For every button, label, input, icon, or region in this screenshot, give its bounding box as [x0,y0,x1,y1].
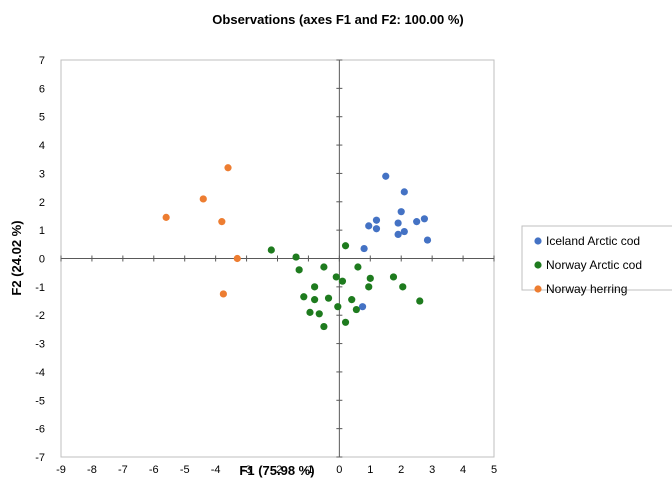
data-point [311,283,319,291]
data-point [341,318,350,326]
data-point [233,254,241,263]
x-tick-label: -5 [180,464,190,476]
y-tick-label: 2 [39,197,45,209]
x-tick-label: -8 [87,464,97,476]
data-point [365,222,373,230]
data-point [360,244,368,253]
data-point [423,236,432,244]
y-tick-label: -6 [35,424,45,436]
x-axis-label: F1 (75.98 %) [239,463,314,478]
legend-box [521,225,672,291]
data-point [394,230,402,238]
y-tick-label: 1 [39,225,45,237]
data-point [372,216,381,224]
y-tick-label: 7 [39,55,45,67]
y-axis-ticks: -7 -6 -5 -4 -3 -2 -1 0 1 2 3 4 5 6 7 [35,55,343,464]
x-axis-ticks: -9 -8 -7 -6 -5 -4 -3 -2 -1 0 1 2 3 4 5 [56,255,497,476]
x-tick-label: 5 [491,464,497,476]
legend-marker [534,261,542,269]
data-point [332,273,340,281]
data-point [389,273,398,281]
y-tick-label: 4 [39,140,45,152]
legend-label: Norway herring [546,282,627,296]
data-point [348,296,356,304]
data-point [365,283,373,291]
data-point [397,208,405,216]
y-tick-label: -4 [35,367,45,379]
data-point [372,225,381,233]
x-tick-label: 0 [336,464,342,476]
data-point [224,164,232,172]
x-tick-label: -3 [242,464,252,476]
legend-label: Norway Arctic cod [546,258,642,272]
x-tick-label: -6 [149,464,159,476]
x-tick-label: -7 [118,464,128,476]
y-tick-label: 3 [39,168,45,180]
data-point [413,218,421,226]
data-point [162,213,170,221]
x-tick-label: 2 [398,464,404,476]
chart-title: Observations (axes F1 and F2: 100.00 %) [212,12,463,27]
data-point [416,297,424,305]
y-axis-label: F2 (24.02 %) [9,220,24,295]
data-point [352,305,360,314]
data-point [399,283,407,291]
y-tick-label: -7 [35,452,45,464]
y-tick-label: 6 [39,83,45,95]
y-tick-label: -2 [35,310,45,322]
legend-marker [534,285,542,293]
data-point [324,294,333,302]
x-tick-label: 4 [460,464,466,476]
y-tick-label: -5 [35,395,45,407]
y-tick-label: 5 [39,112,45,124]
data-point [219,290,227,298]
data-point [334,303,342,311]
x-tick-label: -4 [211,464,221,476]
data-point [394,219,402,227]
data-point [292,253,300,261]
data-points [162,164,432,331]
data-point [315,310,323,318]
legend-label: Iceland Arctic cod [546,234,640,248]
data-point [295,266,303,274]
data-point [267,246,275,254]
data-point [199,195,207,203]
x-tick-label: -2 [273,464,283,476]
data-point [354,263,362,271]
y-tick-label: -3 [35,339,45,351]
x-tick-label: 3 [429,464,435,476]
data-point [338,277,347,285]
data-point [341,242,350,250]
data-point [320,263,328,271]
legend-marker [534,237,542,245]
data-point [320,322,328,331]
y-tick-label: -1 [35,282,45,294]
data-point [400,188,408,196]
data-point [400,227,408,236]
data-point [306,308,314,316]
data-point [311,296,319,304]
data-point [366,274,374,282]
x-tick-label: -9 [56,464,66,476]
data-point [420,215,429,223]
data-point [218,218,226,226]
data-point [358,303,367,311]
y-tick-label: 0 [39,254,45,266]
x-tick-label: -1 [304,464,314,476]
data-point [300,293,308,301]
x-tick-label: 1 [367,464,373,476]
data-point [382,172,390,180]
legend: Iceland Arctic cod Norway Arctic cod Norwa… [521,225,672,296]
